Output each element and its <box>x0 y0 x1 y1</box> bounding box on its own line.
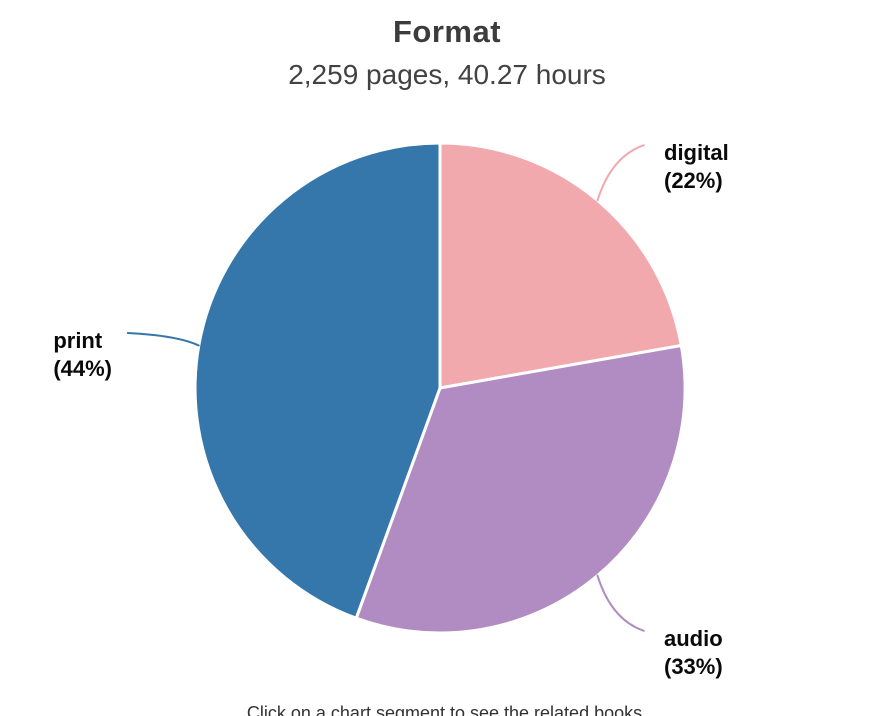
chart-header: Format 2,259 pages, 40.27 hours <box>0 14 894 91</box>
chart-title: Format <box>392 14 502 49</box>
chart-subtitle: 2,259 pages, 40.27 hours <box>288 59 606 90</box>
chart-caption: Click on a chart segment to see the rela… <box>246 703 648 716</box>
slice-label-percent: (33%) <box>664 654 723 679</box>
slice-label-percent: (22%) <box>664 168 723 193</box>
slice-label-name: digital <box>664 140 729 165</box>
leader-line-digital <box>596 144 645 202</box>
leader-line-audio <box>596 574 645 632</box>
slice-label-digital: digital (22%) <box>664 139 729 195</box>
slice-label-name: audio <box>664 626 723 651</box>
slice-label-name: print <box>53 328 103 353</box>
leader-line-print <box>126 332 200 347</box>
slice-label-audio: audio (33%) <box>664 625 723 681</box>
slice-label-print: print (44%) <box>53 327 112 383</box>
slice-label-percent: (44%) <box>53 356 112 381</box>
